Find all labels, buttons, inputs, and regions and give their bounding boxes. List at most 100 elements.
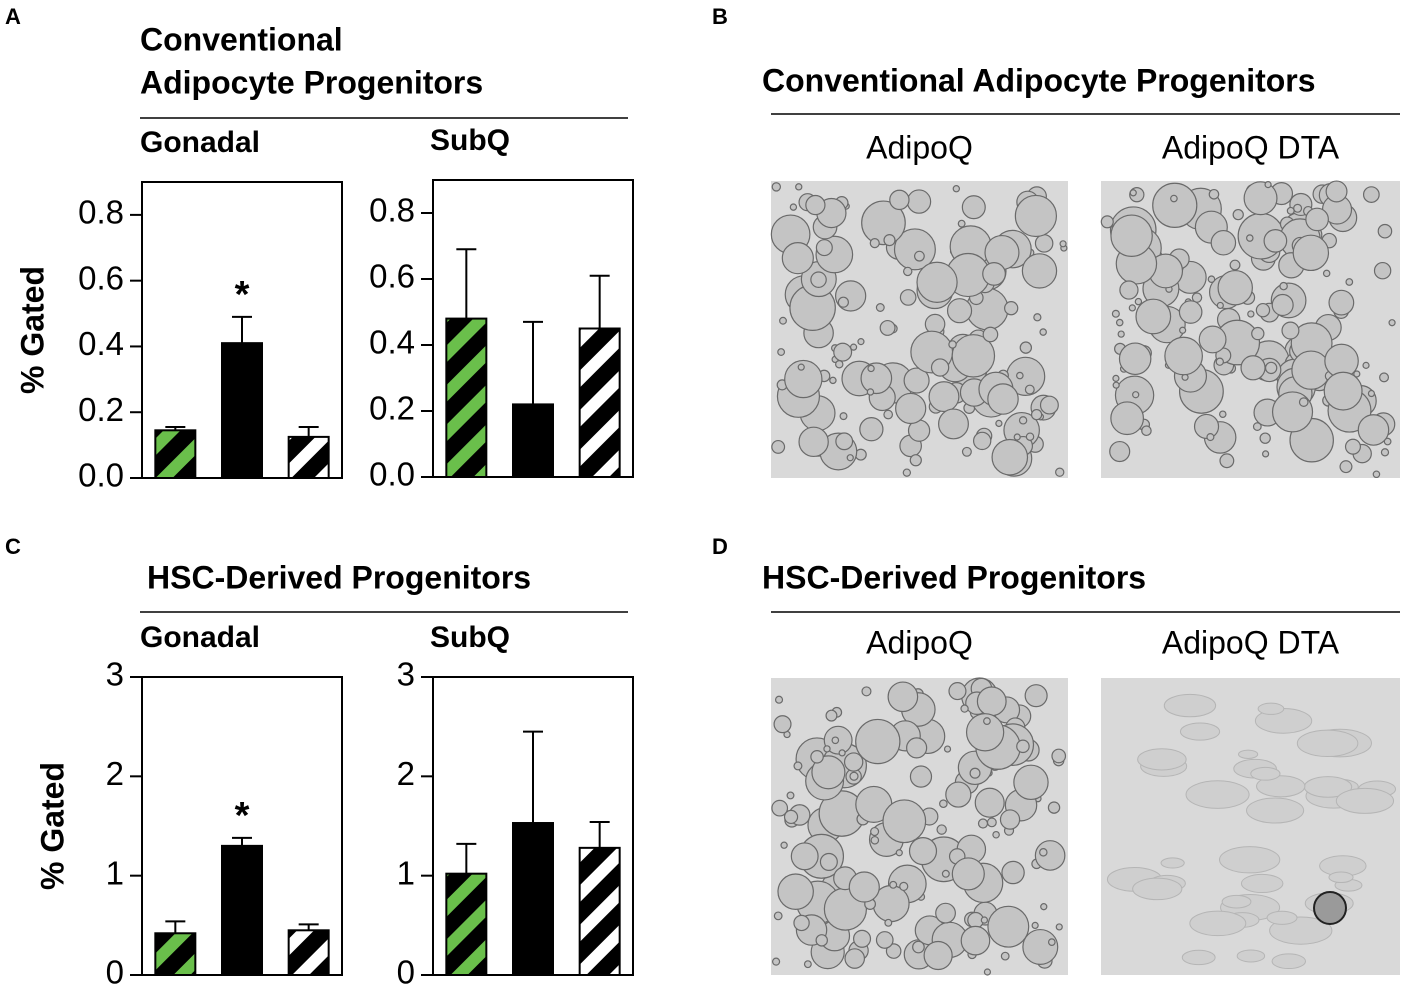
lipid-droplet <box>1243 181 1278 216</box>
lipid-droplet <box>1345 278 1354 286</box>
bar <box>287 929 330 976</box>
lipid-droplet <box>829 376 837 385</box>
lipid-droplet <box>902 266 913 277</box>
lipid-droplet <box>1016 739 1030 754</box>
lipid-droplet <box>879 319 896 336</box>
lipid-droplet <box>1281 321 1300 340</box>
lipid-droplet <box>893 228 936 271</box>
lipid-droplet <box>1179 326 1187 334</box>
lipid-droplet <box>895 392 927 425</box>
cell <box>1237 749 1259 759</box>
lipid-droplet <box>1110 401 1145 436</box>
lipid-droplet <box>889 189 910 211</box>
lipid-droplet <box>867 364 875 373</box>
bar <box>154 932 197 977</box>
lipid-droplet <box>810 271 827 288</box>
panel-title: HSC-Derived Progenitors <box>762 559 1146 595</box>
y-tick-label: 3 <box>106 656 124 693</box>
lipid-droplet <box>1055 467 1065 477</box>
lipid-droplet <box>951 857 985 891</box>
lipid-droplet <box>789 203 798 211</box>
y-tick-label: 2 <box>397 755 415 792</box>
y-tick-label: 1 <box>106 854 124 891</box>
lipid-droplet <box>909 454 922 467</box>
lipid-droplet <box>771 799 789 817</box>
lipid-droplet <box>1170 194 1178 203</box>
lipid-droplet <box>936 824 947 835</box>
lipid-droplet <box>875 931 894 949</box>
lipid-droplet <box>777 348 786 356</box>
lipid-droplet <box>1135 298 1172 335</box>
lipid-droplet <box>930 358 950 377</box>
lipid-droplet <box>795 183 803 191</box>
lipid-droplet <box>887 681 919 713</box>
lipid-droplet <box>983 717 991 725</box>
bar <box>221 844 263 976</box>
y-tick-label: 0.6 <box>369 258 415 295</box>
lipid-droplet <box>1380 448 1390 457</box>
lipid-droplet <box>823 745 831 753</box>
lipid-droplet <box>1164 336 1203 376</box>
lipid-droplet <box>972 431 992 451</box>
lipid-droplet <box>976 686 1007 717</box>
lipid-droplet <box>1178 300 1203 324</box>
lipid-droplet <box>838 749 846 757</box>
plot-frame <box>432 676 634 976</box>
bar <box>512 822 554 977</box>
lipid-droplet <box>1024 384 1035 395</box>
lipid-droplet <box>982 326 999 343</box>
lipid-droplet <box>1261 450 1270 458</box>
lipid-droplet <box>1111 309 1120 318</box>
lipid-droplet <box>1014 194 1058 238</box>
lipid-droplet <box>835 432 854 451</box>
lipid-droplet <box>1134 297 1143 306</box>
lipid-droplet <box>810 749 824 764</box>
lipid-droplet <box>1383 437 1392 446</box>
lipid-droplet <box>1264 361 1278 375</box>
y-tick-label: 0.6 <box>78 259 124 296</box>
lipid-droplet <box>1016 371 1024 380</box>
lipid-droplet <box>1031 921 1039 930</box>
image-label: AdipoQ DTA <box>1162 624 1340 660</box>
lipid-droplet <box>1110 214 1153 257</box>
lipid-droplet <box>1033 313 1042 322</box>
image-label: AdipoQ <box>866 624 973 660</box>
lipid-droplet <box>1373 261 1392 280</box>
lipid-droplet <box>1298 397 1309 407</box>
micrograph <box>770 181 1068 478</box>
lipid-droplet <box>1117 330 1125 338</box>
lipid-droplet <box>1216 301 1224 310</box>
lipid-droplet <box>939 799 948 809</box>
lipid-droplet <box>1198 325 1227 354</box>
bar <box>154 429 197 479</box>
lipid-droplet <box>1055 923 1063 931</box>
lipid-droplet <box>849 771 859 781</box>
lipid-droplet <box>852 929 872 948</box>
lipid-droplet <box>839 412 848 421</box>
lipid-droplet <box>848 871 880 903</box>
lipid-droplet <box>1193 413 1220 440</box>
panel-title: HSC-Derived Progenitors <box>147 559 531 595</box>
cell <box>1257 702 1285 715</box>
lipid-droplet <box>1362 361 1370 369</box>
lipid-droplet <box>935 902 956 924</box>
cell <box>1160 857 1185 869</box>
lipid-droplet <box>951 334 996 378</box>
lipid-droplet <box>1112 381 1120 389</box>
lipid-droplet <box>819 852 838 871</box>
lipid-droplet <box>913 250 925 262</box>
y-tick-label: 0.0 <box>78 457 124 494</box>
y-tick-label: 0.0 <box>369 456 415 493</box>
lipid-droplet <box>908 837 938 866</box>
cell <box>1328 871 1354 884</box>
lipid-droplet <box>1128 304 1136 312</box>
cell <box>1236 949 1266 963</box>
lipid-droplet <box>860 362 893 395</box>
lipid-droplet <box>945 781 972 808</box>
lipid-droplet <box>1339 460 1353 474</box>
lipid-droplet <box>771 957 781 966</box>
y-tick-label: 0.8 <box>369 192 415 229</box>
cell <box>1256 775 1306 798</box>
lipid-droplet <box>1034 234 1054 253</box>
